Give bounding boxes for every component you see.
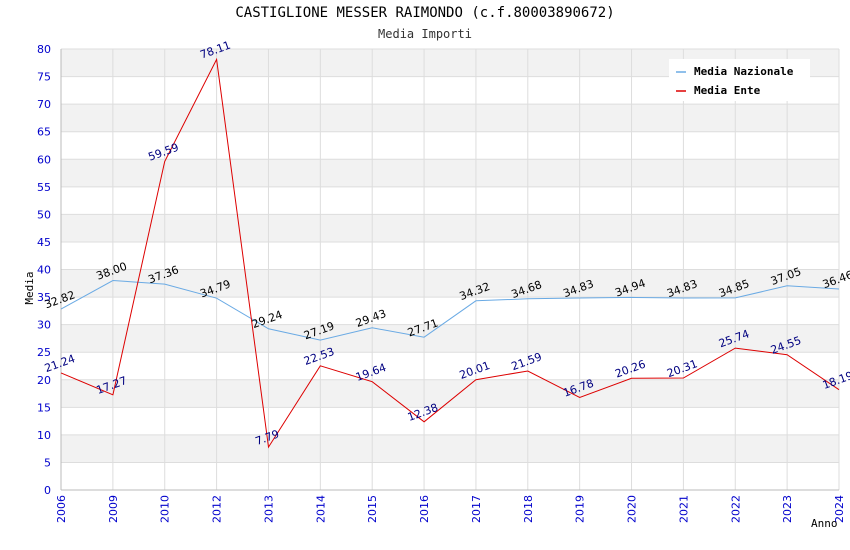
x-axis-label: Anno <box>811 517 838 530</box>
y-tick-label: 60 <box>37 153 51 166</box>
legend: Media Nazionale Media Ente <box>669 59 810 101</box>
y-tick-label: 5 <box>44 456 51 469</box>
y-tick-label: 20 <box>37 374 51 387</box>
data-label-ente: 20.01 <box>458 359 492 382</box>
grid-bands <box>61 49 839 463</box>
x-tick-label: 2012 <box>211 495 224 523</box>
legend-label-nazionale: Media Nazionale <box>694 65 794 78</box>
x-tick-label: 2024 <box>833 495 846 523</box>
grid-band <box>61 324 839 353</box>
x-tick-label: 2014 <box>314 495 327 523</box>
y-tick-label: 30 <box>37 319 51 332</box>
grid-band <box>61 214 839 242</box>
x-tick-label: 2006 <box>55 495 68 523</box>
x-tick-label: 2017 <box>470 495 483 523</box>
grid-band <box>61 104 839 132</box>
x-tick-label: 2020 <box>626 495 639 523</box>
y-tick-label: 50 <box>37 208 51 221</box>
grid-band <box>61 159 839 187</box>
y-tick-label: 40 <box>37 264 51 277</box>
y-tick-label: 35 <box>37 291 51 304</box>
y-tick-label: 45 <box>37 236 51 249</box>
y-tick-labels: 0 5 10 15 20 25 30 35 40 45 50 55 60 65 70 75 80 <box>37 43 51 497</box>
x-tick-label: 2010 <box>159 495 172 523</box>
x-tick-label: 2021 <box>677 495 690 523</box>
x-tick-label: 2013 <box>262 495 275 523</box>
data-label-ente: 21.59 <box>510 350 544 373</box>
x-tick-label: 2018 <box>522 495 535 523</box>
x-tick-label: 2019 <box>574 495 587 523</box>
series-line-nazionale <box>60 279 840 341</box>
chart-title: CASTIGLIONE MESSER RAIMONDO (c.f.8000389… <box>235 5 615 21</box>
x-tick-label: 2023 <box>781 495 794 523</box>
x-tick-label: 2022 <box>729 495 742 523</box>
y-tick-label: 65 <box>37 126 51 139</box>
y-tick-label: 80 <box>37 43 51 56</box>
legend-label-ente: Media Ente <box>694 84 761 97</box>
x-tick-labels: 2006 2009 2010 2012 2013 2014 2015 2016 2017 2018… <box>55 495 846 523</box>
series-line-ente <box>60 57 840 449</box>
chart-subtitle: Media Importi <box>378 27 472 41</box>
y-tick-label: 55 <box>37 181 51 194</box>
data-label-ente: 20.31 <box>665 357 699 380</box>
y-tick-label: 0 <box>44 484 51 497</box>
y-tick-label: 15 <box>37 401 51 414</box>
y-tick-label: 10 <box>37 429 51 442</box>
series-lines <box>60 57 840 449</box>
x-tick-label: 2009 <box>107 495 120 523</box>
y-tick-label: 75 <box>37 71 51 84</box>
grid-band <box>61 379 839 408</box>
y-axis-label: Media <box>23 271 36 304</box>
y-tick-label: 70 <box>37 98 51 111</box>
grid-band <box>61 269 839 298</box>
grid-band <box>61 434 839 463</box>
legend-box <box>669 59 810 101</box>
data-label-ente: 20.26 <box>613 358 647 381</box>
x-tick-label: 2016 <box>418 495 431 523</box>
axes <box>60 49 839 491</box>
x-tick-label: 2015 <box>366 495 379 523</box>
y-tick-label: 25 <box>37 346 51 359</box>
